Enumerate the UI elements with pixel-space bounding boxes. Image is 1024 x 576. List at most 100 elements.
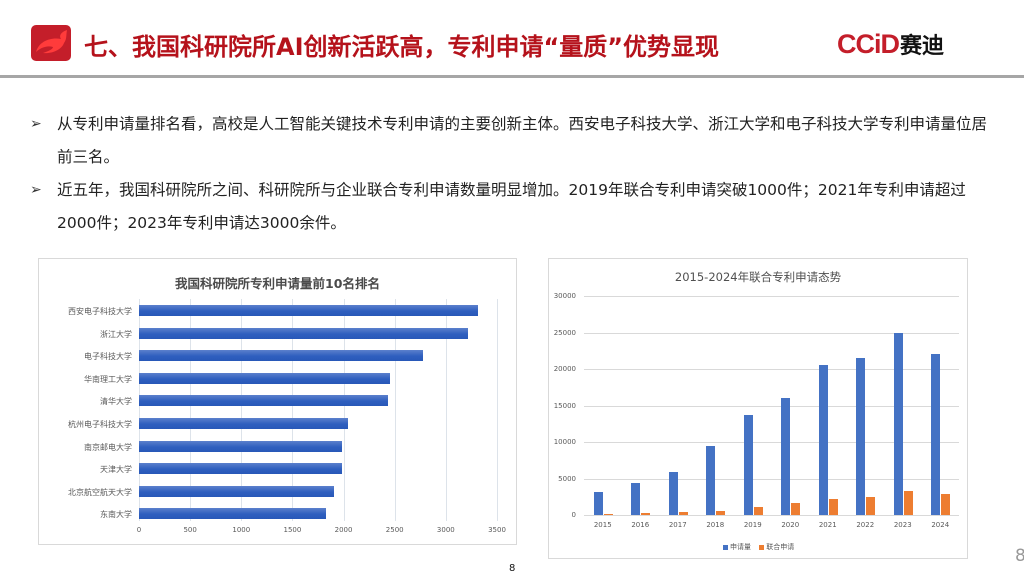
top10-ranking-chart: 我国科研院所专利申请量前10名排名 0 500 1000 1500 2000 2500 30… [38, 258, 517, 545]
slide-header: 七、我国科研院所AI创新活跃高，专利申请“量质”优势显现 CCiD赛迪 [0, 0, 1024, 78]
header-divider [0, 75, 1024, 78]
bullet-text: 近五年，我国科研院所之间、科研院所与企业联合专利申请数量明显增加。2019年联合… [57, 181, 966, 232]
category-label: 东南大学 [100, 510, 132, 520]
gridline [241, 299, 243, 521]
arrow-bullet-icon: ➢ [30, 116, 42, 132]
x-tick-label: 2021 [818, 521, 837, 529]
brand-latin: CCiD [837, 29, 900, 59]
chart-title: 2015-2024年联合专利申请态势 [674, 270, 842, 284]
bar-applications [668, 471, 678, 515]
chart-plot-area: 0 500 1000 1500 2000 2500 3000 3500 西安电子科技大学 浙江大学… [39, 259, 516, 544]
category-label: 电子科技大学 [84, 352, 132, 362]
bar-joint-applications [866, 497, 876, 515]
bullet-item: ➢ 从专利申请量排名看，高校是人工智能关键技术专利申请的主要创新主体。西安电子科… [30, 108, 990, 174]
bar [139, 440, 342, 452]
bar [139, 305, 478, 316]
bar-applications [706, 445, 716, 515]
bar-joint-applications [678, 512, 688, 515]
x-tick-label: 2022 [856, 521, 875, 529]
bar [139, 463, 342, 475]
gridline [584, 332, 959, 334]
bullet-text: 从专利申请量排名看，高校是人工智能关键技术专利申请的主要创新主体。西安电子科技大… [57, 115, 988, 166]
x-tick-label: 2500 [385, 526, 404, 534]
bar-joint-applications [716, 510, 726, 515]
x-tick-label: 2020 [781, 521, 800, 529]
bar [139, 327, 469, 339]
bar-applications [743, 414, 753, 515]
gridline [394, 299, 396, 521]
y-tick-label: 10000 [553, 438, 576, 446]
x-tick-label: 2019 [743, 521, 762, 529]
page-title: 七、我国科研院所AI创新活跃高，专利申请“量质”优势显现 [84, 33, 720, 61]
page-number-right: 8 [1015, 546, 1024, 566]
gridline [445, 299, 447, 521]
y-tick-label: 5000 [558, 474, 576, 483]
y-tick-label: 25000 [553, 328, 576, 337]
legend-swatch-orange [759, 544, 765, 550]
bar [139, 485, 335, 497]
x-tick-label: 1500 [283, 526, 302, 534]
category-label: 天津大学 [100, 465, 132, 475]
legend-label: 联合申请 [766, 543, 795, 551]
x-tick-label: 2024 [931, 521, 950, 529]
x-tick-label: 0 [136, 526, 142, 534]
x-tick-label: 2015 [593, 521, 612, 529]
category-label: 清华大学 [100, 397, 132, 407]
bar [139, 418, 348, 429]
bar [139, 508, 327, 520]
gridline [343, 299, 345, 521]
category-label: 西安电子科技大学 [68, 307, 132, 316]
bar [139, 395, 388, 407]
page-number: 8 [509, 563, 516, 574]
gridline [139, 299, 140, 521]
y-tick-label: 15000 [553, 401, 576, 410]
arrow-bullet-icon: ➢ [30, 182, 42, 198]
gridline [584, 405, 959, 407]
bar-joint-applications [828, 498, 838, 515]
category-label: 北京航空航天大学 [68, 487, 132, 497]
bar-applications [781, 398, 791, 515]
bar [139, 350, 424, 362]
gridline [584, 442, 959, 443]
x-tick-label: 2017 [668, 521, 687, 529]
bar-joint-applications [641, 513, 651, 515]
x-tick-label: 2016 [631, 521, 650, 529]
gridline [584, 515, 959, 516]
bullet-item: ➢ 近五年，我国科研院所之间、科研院所与企业联合专利申请数量明显增加。2019年… [30, 174, 990, 240]
bar-joint-applications [753, 506, 763, 515]
chart-legend: 申请量 联合申请 [723, 542, 794, 552]
y-tick-label: 30000 [553, 292, 576, 300]
chart-plot-area: 0 5000 10000 15000 20000 25000 30000 2015 2016 20… [549, 259, 967, 558]
legend-label: 申请量 [730, 543, 751, 551]
bar-applications [931, 354, 941, 515]
category-label: 浙江大学 [100, 329, 132, 339]
gridline [190, 299, 192, 521]
bar-applications [856, 358, 866, 515]
legend-swatch-blue [723, 544, 728, 550]
bar-joint-applications [603, 513, 613, 515]
y-tick-label: 0 [571, 511, 576, 519]
bar-applications [893, 332, 903, 515]
bar-joint-applications [903, 490, 913, 515]
bar-joint-applications [791, 502, 801, 515]
gridline [497, 299, 498, 521]
bar [139, 372, 390, 384]
category-label: 南京邮电大学 [84, 442, 132, 452]
bar-applications [818, 365, 828, 515]
brand-cn: 赛迪 [900, 34, 945, 59]
gridline [584, 296, 959, 297]
gridline [584, 478, 959, 480]
x-tick-label: 3500 [488, 526, 506, 534]
bullet-list: ➢ 从专利申请量排名看，高校是人工智能关键技术专利申请的主要创新主体。西安电子科… [30, 108, 990, 240]
y-tick-label: 20000 [553, 365, 576, 373]
x-tick-label: 500 [183, 526, 197, 534]
gridline [584, 369, 959, 370]
bar-applications [631, 482, 641, 515]
ccid-flame-logo-icon [31, 25, 71, 61]
bar-joint-applications [941, 493, 951, 515]
joint-patent-trend-chart: 2015-2024年联合专利申请态势 0 5000 10000 15000 20000 2… [548, 258, 968, 559]
ccid-brand-logo: CCiD赛迪 [837, 28, 945, 59]
chart-title: 我国科研院所专利申请量前10名排名 [175, 276, 380, 291]
bar-applications [593, 492, 603, 515]
x-tick-label: 2000 [334, 526, 353, 534]
